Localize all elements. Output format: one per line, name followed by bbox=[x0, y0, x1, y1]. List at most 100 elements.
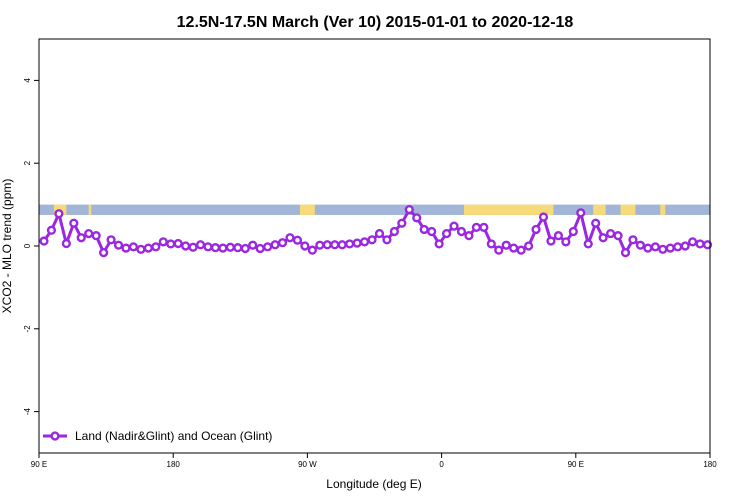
y-tick-label: 2 bbox=[23, 160, 32, 165]
data-point bbox=[509, 243, 519, 253]
data-point bbox=[113, 240, 124, 250]
data-point bbox=[635, 240, 646, 250]
data-point bbox=[591, 218, 601, 228]
data-point bbox=[322, 240, 332, 250]
data-point bbox=[240, 243, 250, 254]
data-point bbox=[613, 231, 623, 241]
data-point bbox=[486, 239, 496, 249]
data-point bbox=[359, 237, 370, 247]
y-tick-label: -2 bbox=[23, 325, 32, 333]
data-point bbox=[449, 221, 459, 231]
data-point bbox=[233, 243, 243, 253]
data-point bbox=[367, 235, 377, 245]
data-point bbox=[650, 242, 660, 252]
data-point bbox=[158, 237, 168, 247]
data-point bbox=[270, 240, 280, 250]
data-point bbox=[404, 204, 414, 215]
data-point bbox=[210, 243, 221, 253]
data-point bbox=[99, 248, 109, 258]
data-point bbox=[658, 244, 668, 254]
data-point bbox=[352, 238, 362, 248]
land-segment bbox=[660, 204, 666, 215]
data-point bbox=[84, 228, 94, 239]
data-point bbox=[695, 239, 705, 249]
data-point bbox=[673, 242, 683, 252]
data-point bbox=[389, 226, 399, 237]
data-point bbox=[69, 218, 79, 228]
data-point bbox=[456, 226, 467, 237]
data-point bbox=[218, 243, 228, 253]
land-segment bbox=[593, 204, 606, 215]
legend: Land (Nadir&Glint) and Ocean (Glint) bbox=[43, 429, 272, 443]
data-point bbox=[91, 231, 101, 241]
data-point bbox=[620, 248, 631, 258]
data-point bbox=[523, 241, 534, 251]
data-point bbox=[419, 224, 429, 235]
data-point bbox=[39, 236, 49, 246]
data-point bbox=[225, 242, 235, 252]
data-point bbox=[680, 241, 690, 251]
data-point bbox=[337, 240, 347, 250]
ocean-band bbox=[39, 204, 710, 215]
data-point bbox=[688, 237, 698, 247]
data-point bbox=[315, 240, 325, 250]
data-point bbox=[307, 245, 317, 255]
data-point bbox=[374, 228, 385, 239]
y-tick-label: -4 bbox=[23, 407, 32, 415]
y-tick-label: 0 bbox=[23, 243, 32, 248]
x-axis-label: Longitude (deg E) bbox=[326, 477, 421, 491]
data-point bbox=[702, 240, 713, 250]
data-point bbox=[576, 208, 586, 218]
data-point bbox=[553, 231, 564, 241]
data-point bbox=[61, 238, 71, 249]
data-point bbox=[583, 239, 593, 249]
data-point bbox=[173, 238, 183, 249]
legend-label: Land (Nadir&Glint) and Ocean (Glint) bbox=[75, 429, 272, 443]
y-axis-ticks: -4 -2 0 2 4 bbox=[23, 78, 39, 415]
data-point bbox=[494, 245, 504, 255]
data-point bbox=[598, 233, 608, 243]
chart-title: 12.5N-17.5N March (Ver 10) 2015-01-01 to… bbox=[177, 14, 574, 31]
land-segment bbox=[463, 204, 554, 215]
data-point bbox=[464, 231, 474, 241]
data-point bbox=[434, 239, 444, 249]
data-point bbox=[151, 242, 161, 252]
data-point bbox=[54, 209, 64, 219]
data-point bbox=[397, 218, 407, 228]
data-point bbox=[643, 243, 653, 253]
data-point bbox=[277, 238, 288, 248]
data-point bbox=[546, 236, 556, 246]
data-point bbox=[128, 242, 139, 252]
data-point bbox=[471, 222, 481, 232]
data-series bbox=[39, 204, 713, 258]
data-point bbox=[181, 241, 191, 251]
land-segment bbox=[299, 204, 315, 215]
data-point bbox=[516, 245, 526, 255]
x-tick-label: 0 bbox=[439, 460, 444, 469]
data-point bbox=[441, 228, 452, 239]
data-point bbox=[561, 237, 571, 247]
data-point bbox=[136, 244, 146, 254]
data-point bbox=[538, 212, 549, 222]
data-point bbox=[665, 243, 675, 253]
data-point bbox=[248, 240, 258, 250]
y-axis-label: XCO2 - MLO trend (ppm) bbox=[0, 179, 14, 314]
data-point bbox=[285, 233, 295, 243]
x-tick-label: 180 bbox=[167, 460, 181, 469]
data-point bbox=[188, 242, 198, 252]
data-point bbox=[143, 243, 153, 253]
data-point bbox=[605, 228, 616, 239]
data-point bbox=[46, 225, 57, 235]
x-tick-label: 180 bbox=[703, 460, 717, 469]
data-point bbox=[427, 226, 437, 237]
data-point bbox=[255, 243, 265, 254]
data-point bbox=[300, 241, 310, 251]
data-point bbox=[292, 235, 303, 245]
data-point bbox=[628, 235, 638, 245]
x-tick-label: 90 E bbox=[568, 460, 584, 469]
data-point bbox=[106, 235, 116, 245]
data-point bbox=[412, 213, 422, 223]
data-point bbox=[203, 242, 213, 252]
data-point bbox=[501, 240, 511, 250]
